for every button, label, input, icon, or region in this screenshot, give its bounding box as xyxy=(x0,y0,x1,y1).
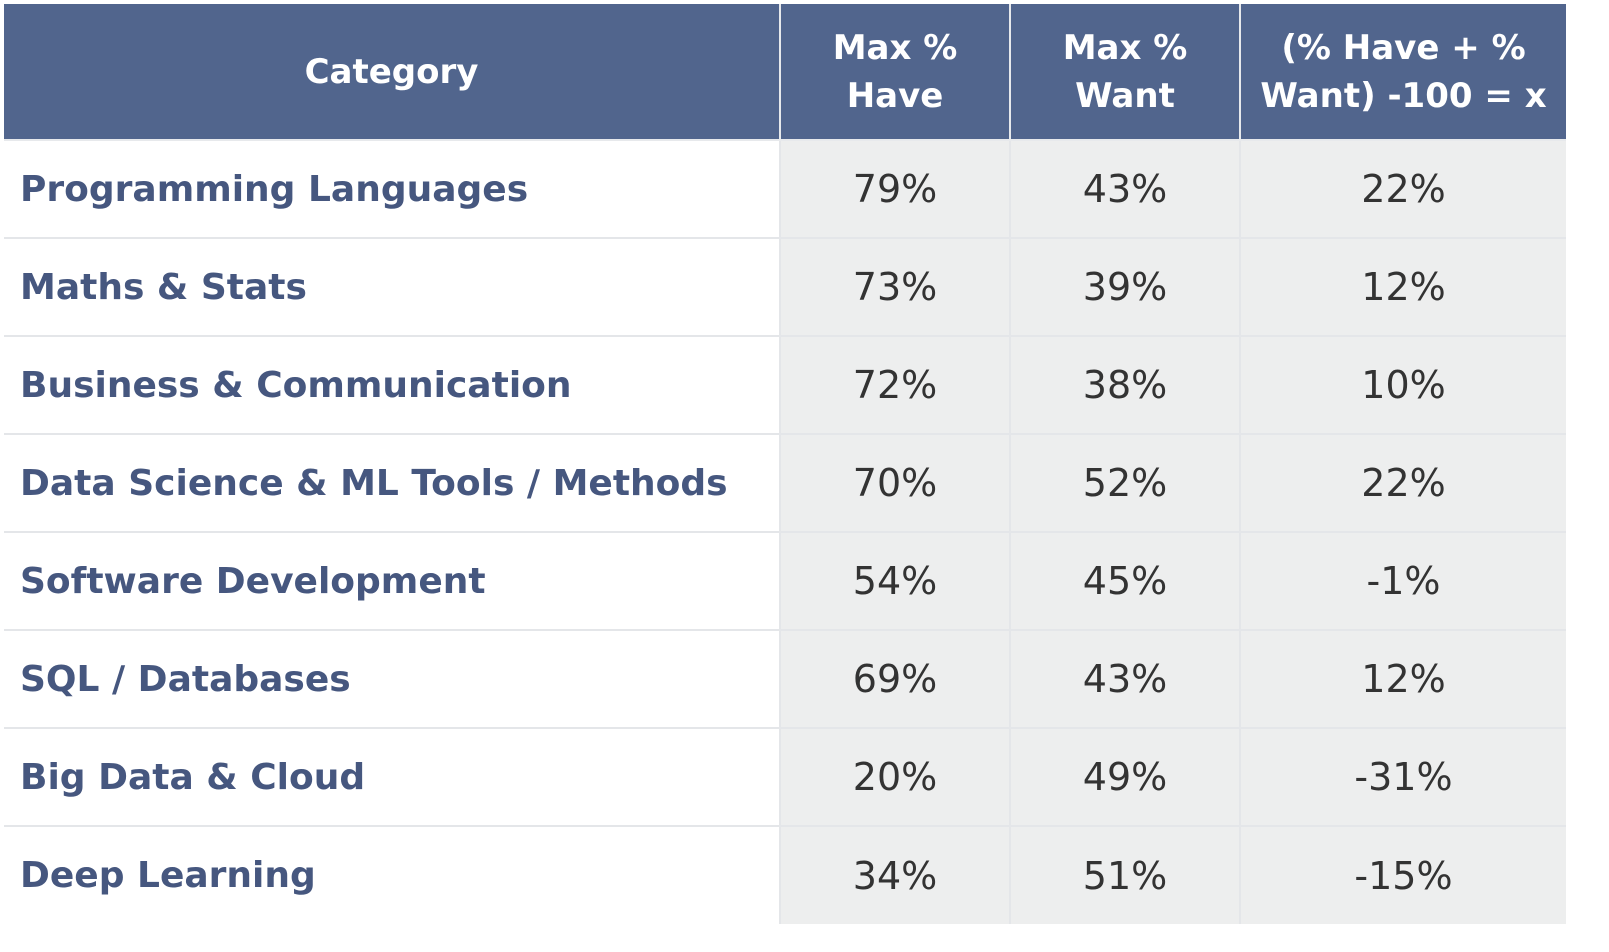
table-header: Category Max % Have Max % Want (% Have +… xyxy=(4,4,1566,141)
table-row: Data Science & ML Tools / Methods 70% 52… xyxy=(4,433,1566,533)
want-cell: 38% xyxy=(1009,335,1241,435)
category-cell: Maths & Stats xyxy=(4,237,781,337)
x-cell: -1% xyxy=(1239,531,1566,631)
want-cell: 43% xyxy=(1009,629,1241,729)
x-cell: 10% xyxy=(1239,335,1566,435)
want-cell: 49% xyxy=(1009,727,1241,827)
table-row: Maths & Stats 73% 39% 12% xyxy=(4,237,1566,337)
x-cell: 12% xyxy=(1239,237,1566,337)
have-cell: 70% xyxy=(779,433,1011,533)
category-cell: Programming Languages xyxy=(4,139,781,239)
category-cell: Data Science & ML Tools / Methods xyxy=(4,433,781,533)
table-row: Deep Learning 34% 51% -15% xyxy=(4,825,1566,924)
want-cell: 43% xyxy=(1009,139,1241,239)
have-cell: 20% xyxy=(779,727,1011,827)
header-max-want: Max % Want xyxy=(1009,4,1241,141)
skills-table-container: Category Max % Have Max % Want (% Have +… xyxy=(4,4,1566,924)
skills-table: Category Max % Have Max % Want (% Have +… xyxy=(4,4,1566,924)
x-cell: -31% xyxy=(1239,727,1566,827)
x-cell: 12% xyxy=(1239,629,1566,729)
header-max-have: Max % Have xyxy=(779,4,1011,141)
x-cell: -15% xyxy=(1239,825,1566,924)
want-cell: 45% xyxy=(1009,531,1241,631)
have-cell: 69% xyxy=(779,629,1011,729)
category-cell: Software Development xyxy=(4,531,781,631)
header-x-formula: (% Have + % Want) -100 = x xyxy=(1239,4,1566,141)
table-row: Big Data & Cloud 20% 49% -31% xyxy=(4,727,1566,827)
want-cell: 39% xyxy=(1009,237,1241,337)
table-row: Business & Communication 72% 38% 10% xyxy=(4,335,1566,435)
x-cell: 22% xyxy=(1239,139,1566,239)
header-category: Category xyxy=(4,4,781,141)
have-cell: 79% xyxy=(779,139,1011,239)
table-row: SQL / Databases 69% 43% 12% xyxy=(4,629,1566,729)
x-cell: 22% xyxy=(1239,433,1566,533)
want-cell: 51% xyxy=(1009,825,1241,924)
category-cell: SQL / Databases xyxy=(4,629,781,729)
want-cell: 52% xyxy=(1009,433,1241,533)
have-cell: 72% xyxy=(779,335,1011,435)
category-cell: Deep Learning xyxy=(4,825,781,924)
table-row: Software Development 54% 45% -1% xyxy=(4,531,1566,631)
category-cell: Business & Communication xyxy=(4,335,781,435)
table-row: Programming Languages 79% 43% 22% xyxy=(4,139,1566,239)
have-cell: 54% xyxy=(779,531,1011,631)
have-cell: 34% xyxy=(779,825,1011,924)
header-row: Category Max % Have Max % Want (% Have +… xyxy=(4,4,1566,141)
have-cell: 73% xyxy=(779,237,1011,337)
table-body: Programming Languages 79% 43% 22% Maths … xyxy=(4,139,1566,924)
category-cell: Big Data & Cloud xyxy=(4,727,781,827)
